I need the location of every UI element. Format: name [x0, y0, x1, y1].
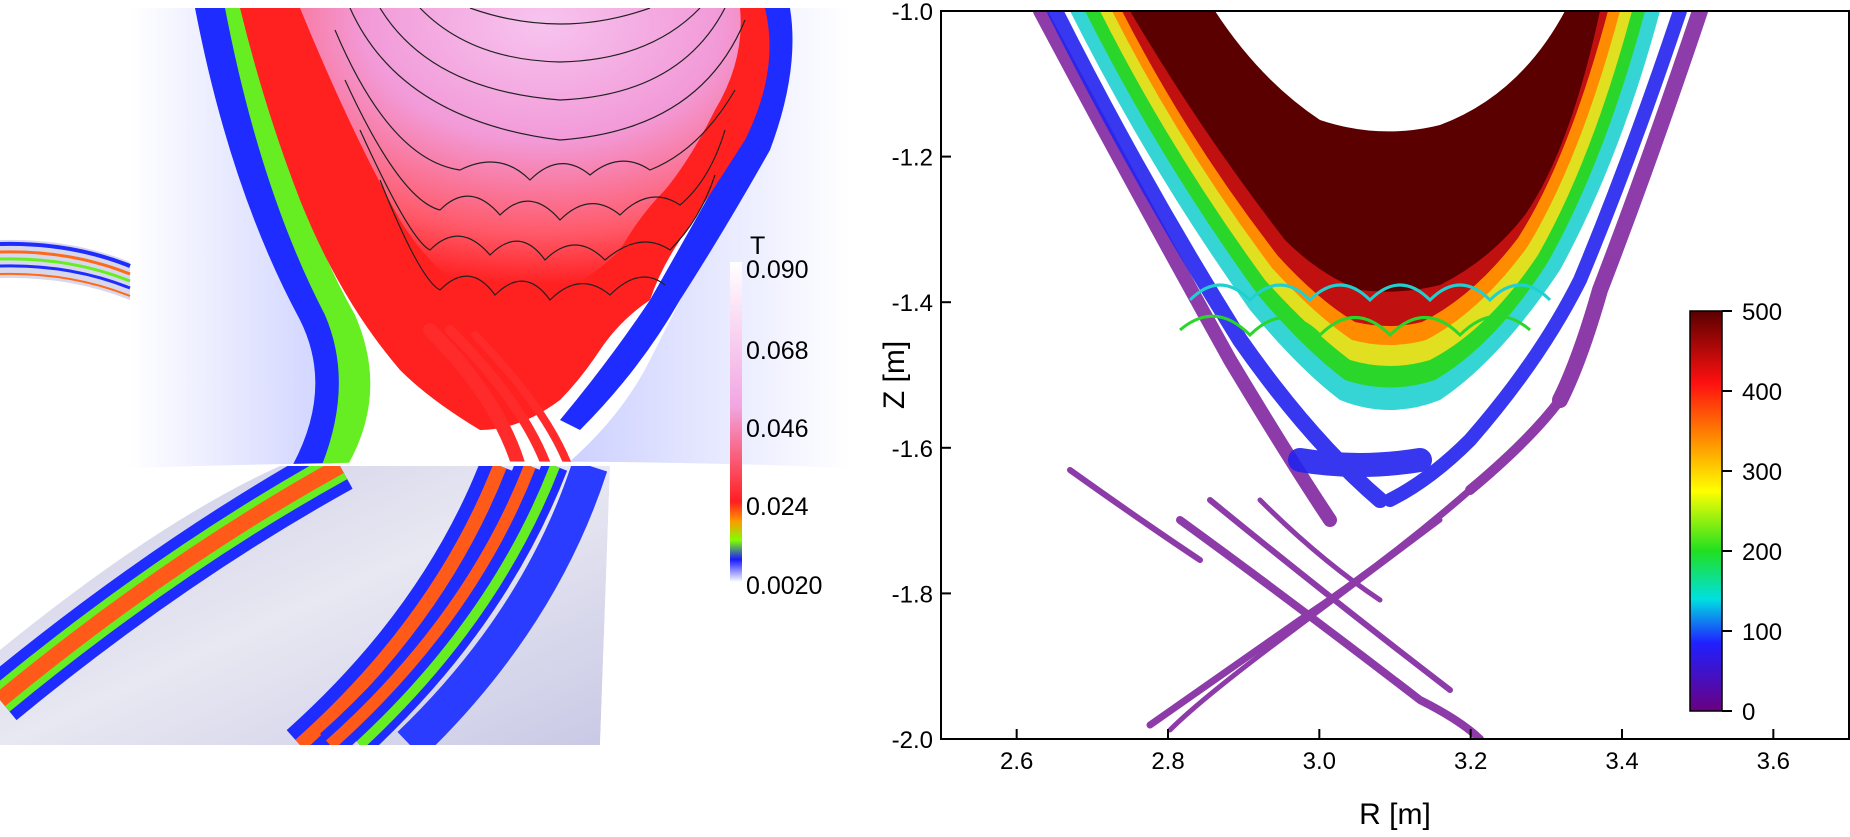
colorbar-tick-label: 0.024	[746, 493, 809, 521]
x-axis-label: R [m]	[1359, 798, 1431, 831]
colorbar-tick-label: 0.090	[746, 256, 809, 284]
colorbar-tick-label: 0.046	[746, 415, 809, 443]
temperature-map: T 0.090 0.068 0.046 0.024 0.0020	[0, 8, 850, 745]
y-tick-label: -2.0	[892, 727, 933, 754]
x-tick-label: 3.4	[1605, 748, 1638, 775]
upper-region	[130, 8, 850, 468]
colorbar-counts: 500 400 300 200 100 0	[1689, 299, 1782, 726]
scatter-cloud	[1033, 11, 1708, 739]
colorbar-gradient	[1689, 310, 1723, 712]
x-axis: 2.6 2.8 3.0 3.2 3.4 3.6	[1000, 729, 1790, 775]
lobe-stripes	[423, 323, 574, 468]
x-tick-label: 3.2	[1454, 748, 1487, 775]
colorbar-tick-label: 200	[1742, 539, 1782, 566]
y-axis: -1.0 -1.2 -1.4 -1.6 -1.8 -2.0	[892, 0, 951, 754]
colorbar-temperature: T 0.090 0.068 0.046 0.024 0.0020	[730, 232, 822, 600]
wall-segment	[0, 239, 131, 300]
y-axis-label: Z [m]	[878, 341, 911, 409]
colorbar-tick-label: 100	[1742, 619, 1782, 646]
x-tick-label: 3.6	[1757, 748, 1790, 775]
y-tick-label: -1.0	[892, 0, 933, 26]
y-tick-label: -1.2	[892, 145, 933, 172]
x-tick-label: 3.0	[1303, 748, 1336, 775]
poincare-plot: 2.6 2.8 3.0 3.2 3.4 3.6 -1.0-1.2-1.4-1.6-1.8-…	[878, 0, 1850, 831]
colorbar-tick-label: 0.0020	[746, 572, 822, 600]
colorbar-tick-label: 400	[1742, 379, 1782, 406]
x-tick-label: 2.8	[1151, 748, 1184, 775]
y-tick-label: -1.4	[892, 290, 933, 317]
colorbar-gradient	[730, 262, 742, 582]
colorbar-title: T	[750, 232, 765, 260]
colorbar-tick-label: 300	[1742, 459, 1782, 486]
colorbar-tick-label: 500	[1742, 299, 1782, 326]
x-tick-label: 2.6	[1000, 748, 1033, 775]
y-tick-label: -1.8	[892, 581, 933, 608]
y-tick-label: -1.6	[892, 436, 933, 463]
colorbar-tick-label: 0.068	[746, 337, 809, 365]
plot-frame	[940, 10, 1850, 740]
lower-region	[0, 466, 610, 745]
flux-contours	[334, 8, 746, 301]
colorbar-tick-label: 0	[1742, 699, 1755, 726]
